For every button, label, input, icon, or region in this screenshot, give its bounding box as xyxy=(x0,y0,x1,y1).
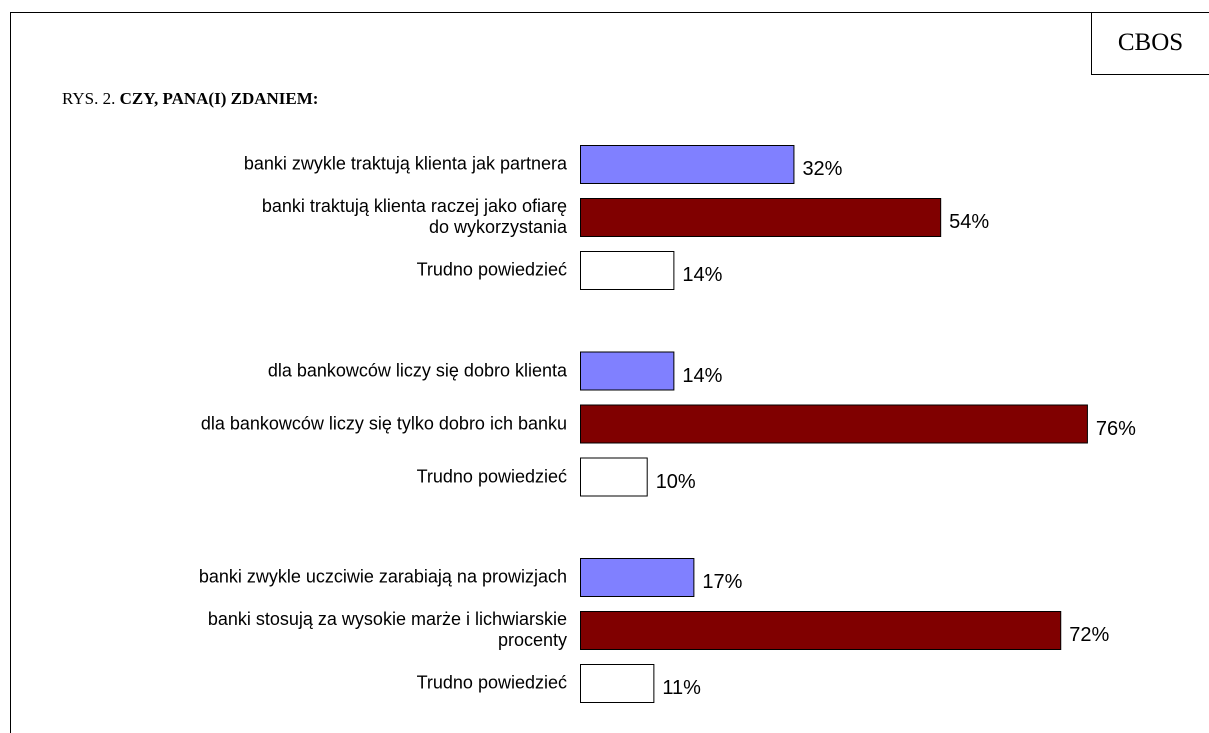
bar xyxy=(580,251,675,290)
category-label: banki zwykle uczciwie zarabiają na prowi… xyxy=(198,566,567,587)
bar xyxy=(580,611,1062,650)
value-label: 72% xyxy=(1069,623,1110,646)
value-label: 76% xyxy=(1095,417,1136,440)
bar xyxy=(580,198,942,237)
brand: CBOS xyxy=(1091,12,1209,75)
value-label: 32% xyxy=(802,157,843,180)
category-label: banki stosują za wysokie marże i lichwia… xyxy=(207,609,567,650)
bar xyxy=(580,558,695,597)
figure-label: RYS. 2. xyxy=(62,89,116,108)
bar xyxy=(580,351,675,391)
value-label: 17% xyxy=(702,570,743,593)
category-label: banki traktują klienta raczej jako ofiar… xyxy=(261,196,567,237)
category-label: banki zwykle traktują klienta jak partne… xyxy=(243,153,567,174)
value-label: 11% xyxy=(662,676,701,699)
bar xyxy=(580,664,655,703)
category-label: dla bankowców liczy się tylko dobro ich … xyxy=(200,413,567,433)
value-label: 54% xyxy=(949,210,990,233)
bar xyxy=(580,145,795,184)
frame xyxy=(10,12,1209,733)
category-label: Trudno powiedzieć xyxy=(416,259,567,280)
category-label: Trudno powiedzieć xyxy=(416,672,567,693)
chart-title: RYS. 2. CZY, PANA(I) ZDANIEM: xyxy=(62,89,318,109)
value-label: 14% xyxy=(682,263,723,286)
category-label: Trudno powiedzieć xyxy=(416,466,567,486)
bar xyxy=(580,457,648,497)
value-label: 10% xyxy=(655,470,696,493)
category-label: dla bankowców liczy się dobro klienta xyxy=(267,360,567,380)
bar xyxy=(580,404,1088,444)
title-text: CZY, PANA(I) ZDANIEM: xyxy=(119,89,319,108)
value-label: 14% xyxy=(682,364,723,387)
